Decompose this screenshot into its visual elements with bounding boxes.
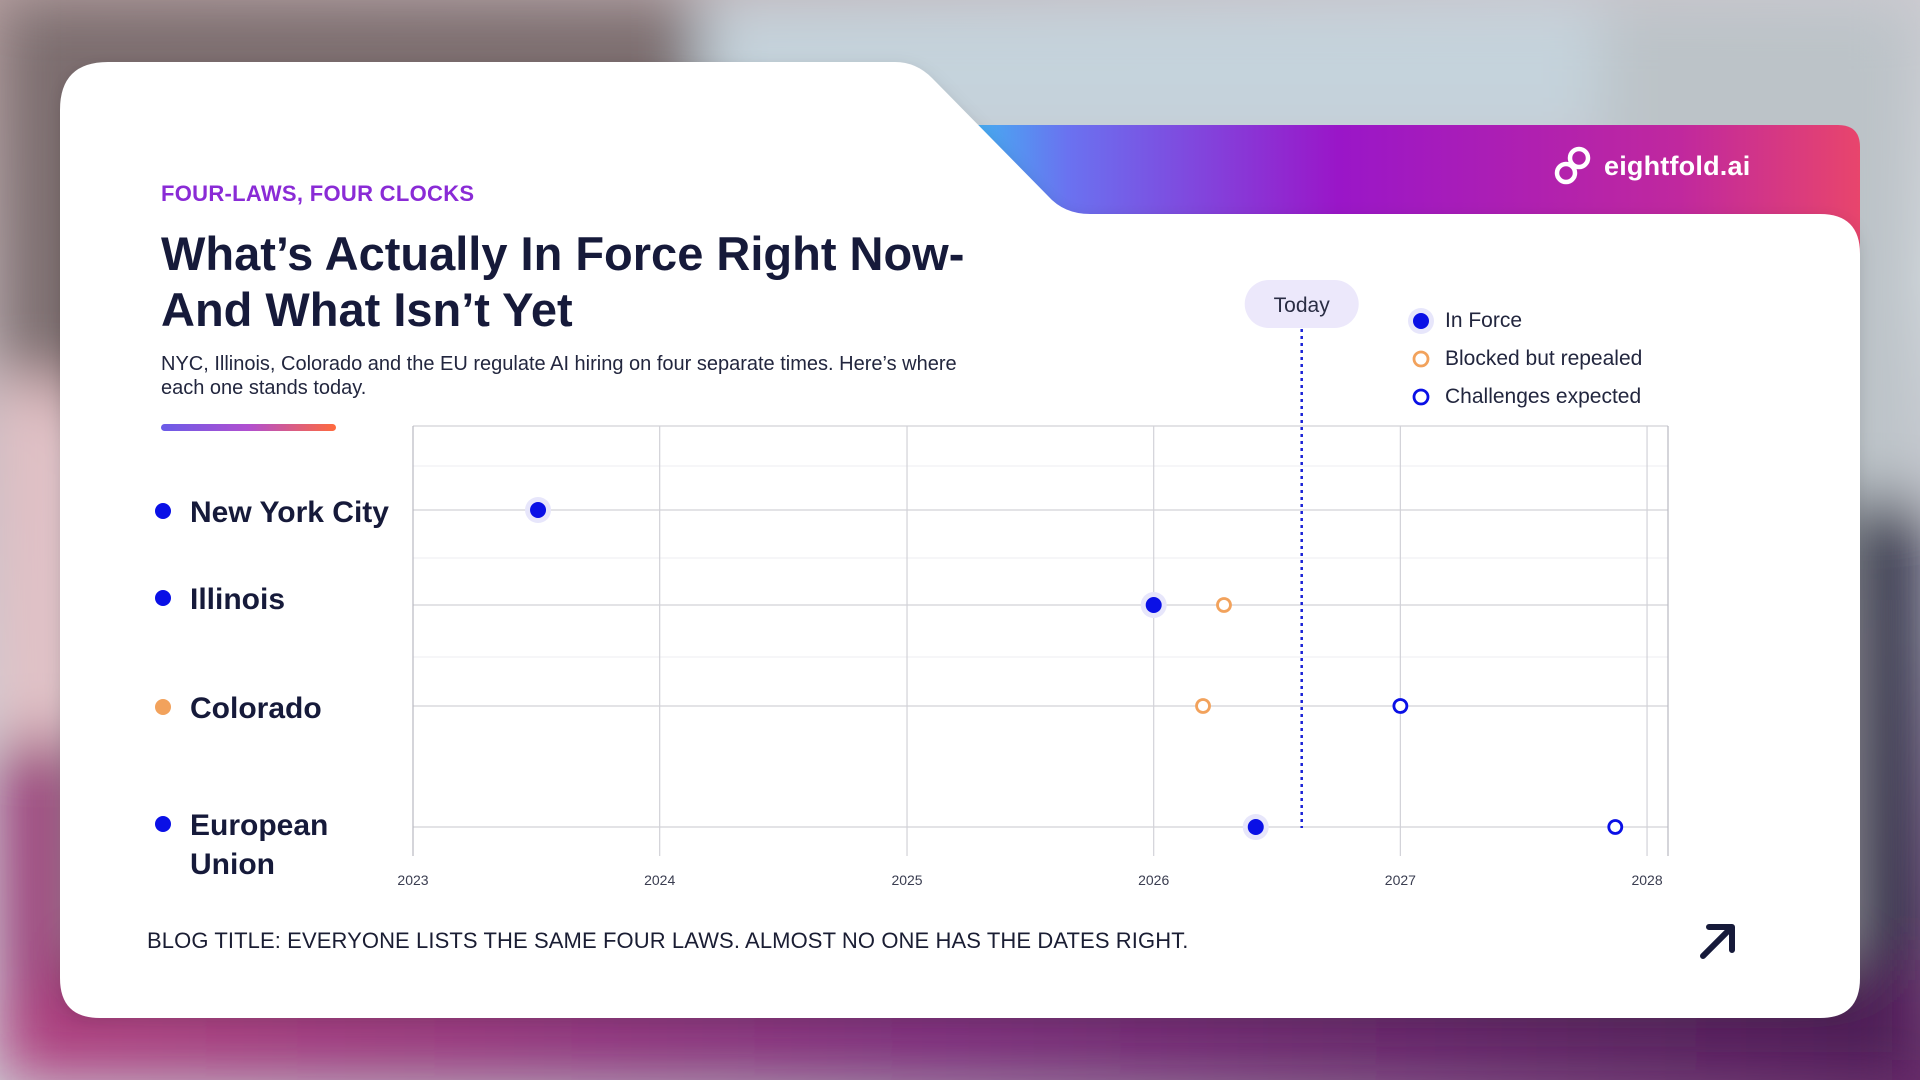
hollow-blue-dot-icon — [1412, 388, 1430, 406]
today-marker: Today — [1244, 280, 1359, 828]
legend-item-blocked: Blocked but repealed — [1406, 340, 1642, 378]
in-force-point — [530, 502, 547, 518]
row-status-dot — [155, 699, 171, 715]
eyebrow-label: FOUR-LAWS, FOUR CLOCKS — [161, 181, 475, 206]
row-label: Illinois — [155, 580, 420, 619]
row-status-dot — [155, 503, 171, 519]
legend-item-in-force: In Force — [1406, 302, 1642, 340]
today-label: Today — [1274, 294, 1331, 317]
row-label-text: Colorado — [190, 692, 322, 725]
row-label: Colorado — [155, 689, 420, 728]
x-tick-label: 2026 — [1138, 872, 1169, 888]
legend-label: Blocked but repealed — [1445, 347, 1643, 370]
row-label-text: New York City — [190, 496, 389, 529]
blocked-point — [1195, 698, 1211, 714]
filled-dot-icon — [1408, 308, 1434, 334]
timeline-chart: 2023 2024 2025 2026 2027 2028 Today — [397, 280, 1669, 888]
accent-divider — [161, 424, 336, 431]
data-points — [525, 497, 1624, 840]
x-tick-label: 2028 — [1631, 872, 1662, 888]
row-status-dot — [155, 816, 171, 832]
blocked-point — [1216, 597, 1232, 613]
hollow-orange-dot-icon — [1412, 350, 1430, 368]
eightfold-logo-icon — [1554, 146, 1591, 185]
vertical-gridlines — [412, 426, 1669, 856]
challenges-point — [1392, 698, 1409, 714]
row-label-text: European Union — [190, 809, 329, 881]
row-label-text: Illinois — [190, 583, 286, 616]
open-link-button[interactable] — [1690, 912, 1746, 968]
page-title: What’s Actually In Force Right Now- And … — [161, 227, 965, 336]
brand-logo[interactable]: eightfold.ai — [1552, 144, 1750, 188]
blog-title-footer: BLOG TITLE: EVERYONE LISTS THE SAME FOUR… — [147, 928, 1189, 953]
x-tick-label: 2025 — [891, 872, 922, 888]
row-label: European Union — [155, 806, 340, 884]
page-subtitle: NYC, Illinois, Colorado and the EU regul… — [161, 353, 957, 399]
legend-label: In Force — [1445, 309, 1523, 332]
row-label: New York City — [155, 493, 420, 532]
in-force-point — [1145, 597, 1162, 613]
brand-name: eightfold.ai — [1604, 150, 1751, 181]
row-status-dot — [155, 590, 171, 606]
challenges-point — [1607, 819, 1624, 835]
today-pill — [1244, 280, 1359, 328]
legend-label: Challenges expected — [1445, 385, 1642, 408]
content-card — [60, 62, 1860, 1018]
x-axis-tick-labels: 2023 2024 2025 2026 2027 2028 — [397, 872, 1662, 888]
chart-legend: In Force Blocked but repealed Challenges… — [1406, 302, 1642, 416]
x-tick-label: 2024 — [644, 872, 675, 888]
x-tick-label: 2023 — [397, 872, 428, 888]
in-force-point — [1247, 819, 1264, 835]
horizontal-gridlines — [413, 425, 1668, 828]
arrow-up-right-icon — [1700, 924, 1735, 959]
x-tick-label: 2027 — [1385, 872, 1416, 888]
legend-item-challenges: Challenges expected — [1406, 378, 1642, 416]
